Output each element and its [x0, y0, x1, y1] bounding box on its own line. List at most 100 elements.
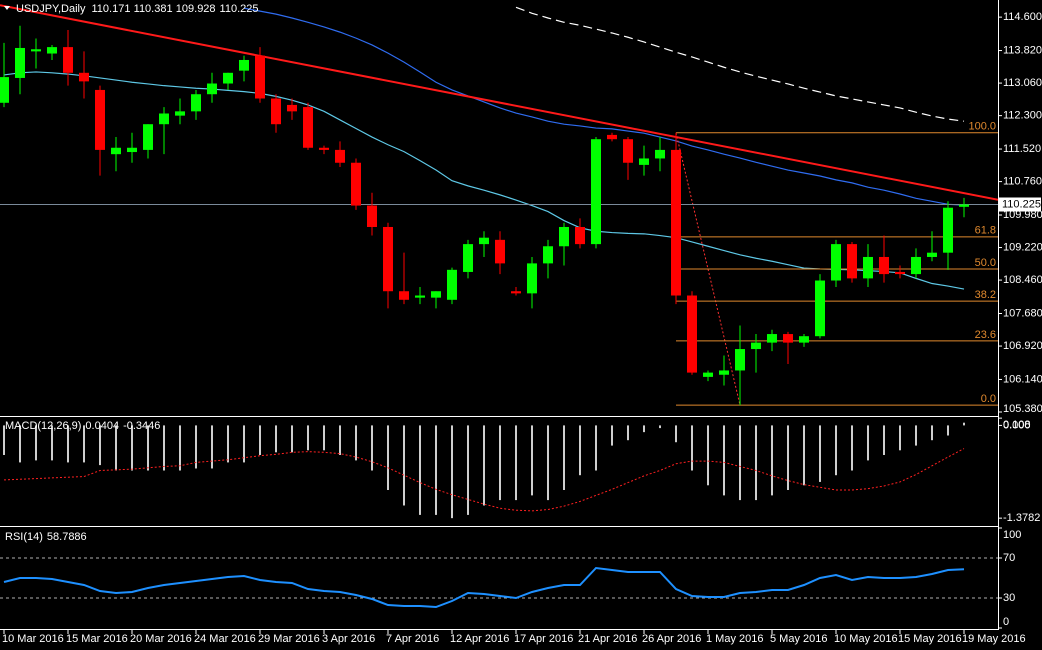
x-tick-label: 5 May 2016: [770, 633, 827, 645]
candle-body: [687, 295, 697, 373]
candle-body: [559, 226, 569, 247]
fib-level-label: 61.8: [975, 225, 996, 237]
y-tick-label: 105.380: [1003, 403, 1042, 415]
chart-header: USDJPY,Daily 110.171 110.381 109.928 110.225: [16, 3, 259, 15]
candle-body: [415, 295, 425, 298]
candle-body: [943, 207, 953, 253]
x-tick-label: 3 Apr 2016: [322, 633, 375, 645]
signal-last: -0.3446: [123, 420, 160, 432]
candle-body: [623, 139, 633, 163]
macd-last: 0.0404: [85, 420, 119, 432]
candle-body: [15, 47, 25, 78]
y-tick-label: 110.760: [1003, 175, 1042, 187]
fib-anchor-line: [675, 132, 741, 406]
macd-header: MACD(12,26,9) 0.0404 -0.3446: [5, 420, 160, 432]
rsi-last: 58.7886: [47, 531, 87, 543]
x-tick-label: 21 Apr 2016: [578, 633, 637, 645]
header-high: 110.381: [134, 3, 173, 15]
candle-body: [335, 149, 345, 163]
x-tick-label: 1 May 2016: [706, 633, 763, 645]
candle-body: [639, 158, 649, 165]
x-tick-label: 15 Mar 2016: [66, 633, 128, 645]
candle-body: [607, 134, 617, 140]
x-tick-label: 12 Apr 2016: [450, 633, 509, 645]
candle-body: [671, 149, 681, 296]
candle-body: [831, 244, 841, 281]
moving-average: [515, 6, 965, 122]
trendline: [0, 4, 998, 201]
y-tick-label: 70: [1003, 552, 1015, 564]
y-tick-label: 106.140: [1003, 373, 1042, 385]
x-tick-label: 17 Apr 2016: [514, 633, 573, 645]
candle-body: [447, 269, 457, 300]
fib-level-label: 0.0: [981, 393, 996, 405]
x-tick-label: 29 Mar 2016: [258, 633, 320, 645]
candle-body: [239, 59, 249, 71]
candle-body: [383, 226, 393, 292]
fib-level-label: 23.6: [975, 329, 996, 341]
candle-body: [463, 244, 473, 272]
y-tick-label: 108.460: [1003, 274, 1042, 286]
y-tick-label: 109.980: [1003, 209, 1042, 221]
candle-body: [367, 205, 377, 227]
y-tick-label: 30: [1003, 592, 1015, 604]
candle-body: [575, 226, 585, 245]
header-open: 110.171: [92, 3, 131, 15]
y-tick-label: 113.820: [1003, 44, 1042, 56]
candle-body: [863, 256, 873, 279]
x-tick-label: 10 Mar 2016: [2, 633, 64, 645]
candle-body: [319, 147, 329, 150]
candle-body: [175, 111, 185, 116]
current-price-label: 110.225: [1002, 198, 1041, 210]
symbol-title: USDJPY,Daily: [16, 3, 86, 15]
y-tick-label: 113.060: [1003, 77, 1042, 89]
header-low: 109.928: [176, 3, 216, 15]
menu-triangle[interactable]: [4, 6, 10, 10]
y-tick-label: 0.000: [1003, 419, 1031, 431]
candle-body: [255, 55, 265, 99]
y-tick-label: 106.920: [1003, 340, 1042, 352]
candle-body: [959, 204, 969, 207]
y-tick-label: 0.108: [1003, 419, 1031, 431]
candle-body: [527, 263, 537, 294]
candle-body: [287, 104, 297, 112]
x-tick-label: 20 Mar 2016: [130, 633, 192, 645]
y-tick-label: 0: [1003, 616, 1009, 628]
candle-body: [111, 147, 121, 155]
candle-body: [655, 149, 665, 159]
candle-body: [271, 98, 281, 125]
candle-body: [751, 342, 761, 350]
candle-body: [207, 83, 217, 95]
candle-body: [399, 291, 409, 300]
x-tick-label: 7 Apr 2016: [386, 633, 439, 645]
candle-body: [431, 291, 441, 298]
candle-body: [591, 139, 601, 245]
candle-body: [783, 334, 793, 343]
candle-body: [719, 370, 729, 375]
candle-body: [143, 124, 153, 150]
candle-body: [95, 89, 105, 150]
x-tick-label: 10 May 2016: [834, 633, 898, 645]
candle-body: [543, 246, 553, 264]
candle-body: [495, 239, 505, 264]
candle-body: [351, 162, 361, 206]
rsi-header: RSI(14) 58.7886: [5, 531, 87, 543]
candle-body: [703, 372, 713, 377]
candle-body: [63, 47, 73, 73]
candle-body: [927, 252, 937, 257]
candle-body: [191, 94, 201, 112]
candle-body: [735, 349, 745, 371]
rsi-panel: [0, 557, 998, 609]
macd-title: MACD(12,26,9): [5, 420, 81, 432]
candle-body: [31, 49, 41, 52]
x-tick-label: 19 May 2016: [962, 633, 1026, 645]
moving-average: [3, 71, 965, 290]
y-tick-label: 112.300: [1003, 110, 1042, 122]
signal-line: [3, 448, 965, 512]
candle-body: [847, 244, 857, 279]
x-tick-label: 26 Apr 2016: [642, 633, 701, 645]
candle-body: [0, 77, 9, 103]
y-tick-label: 111.520: [1003, 143, 1041, 155]
current-price-box: [999, 197, 1041, 212]
